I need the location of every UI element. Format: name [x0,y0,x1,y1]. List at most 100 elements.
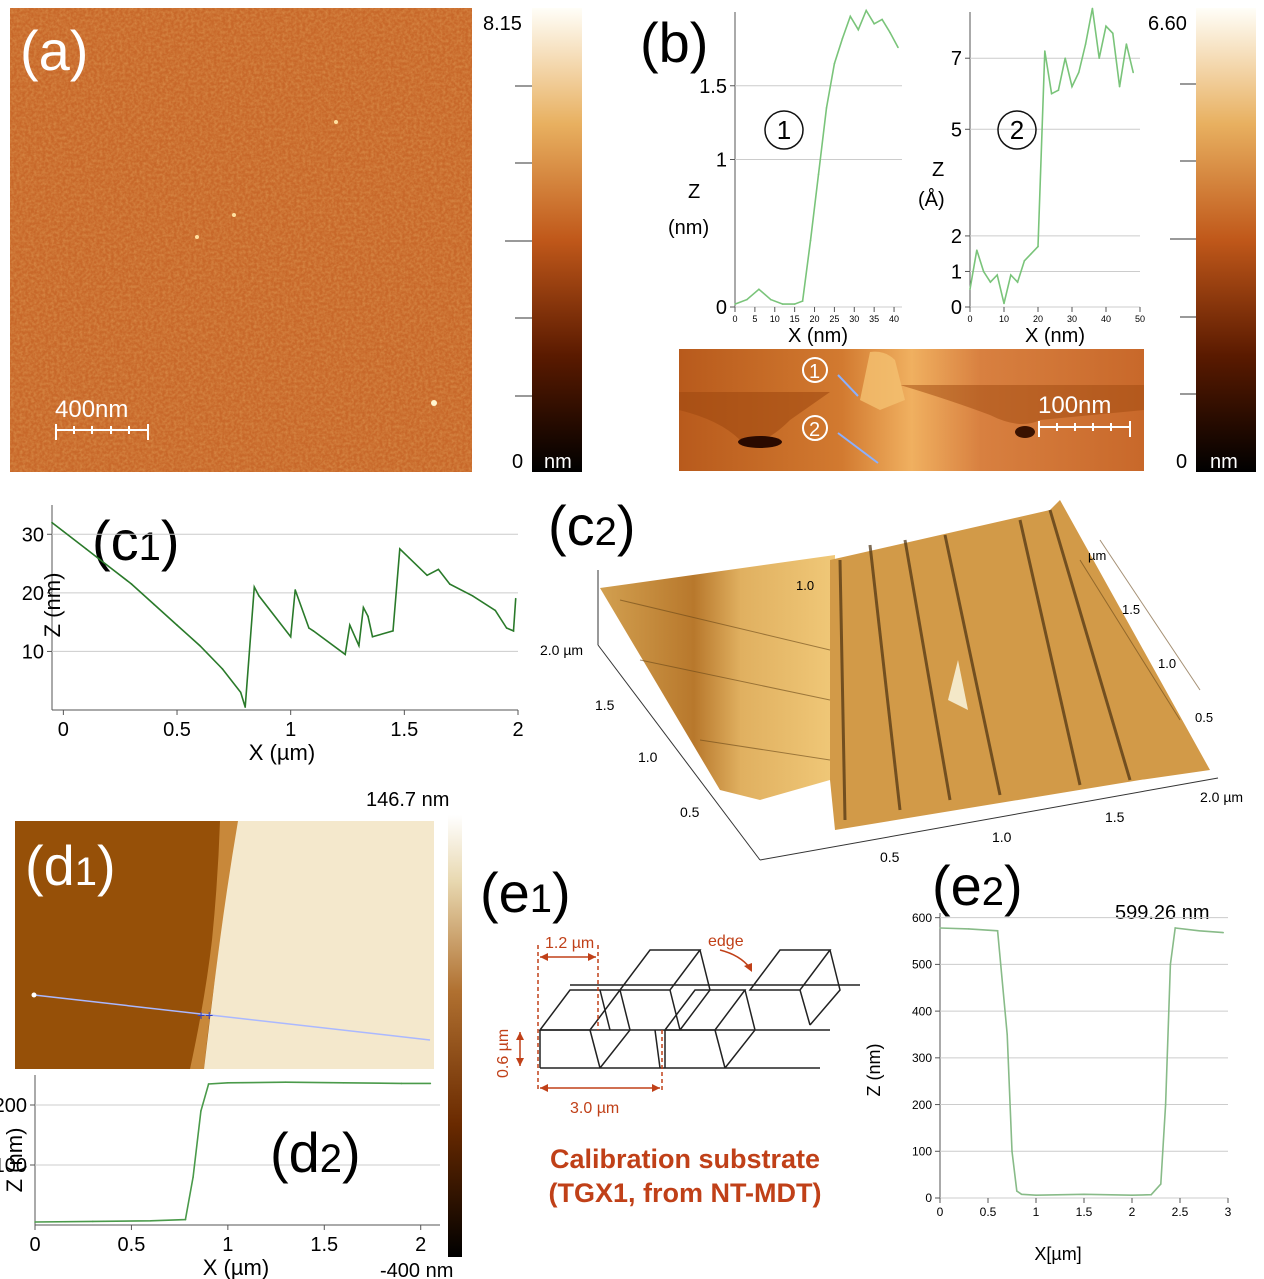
panel-e1: (e1) [480,861,860,1208]
spike [948,660,968,710]
x-tick-label: 0 [29,1234,40,1256]
chart-c1: 10 20 30 0 0.5 1 1.5 2 X (µm) Z (nm) [22,505,524,765]
data-point [1071,85,1073,88]
data-point [198,644,201,647]
x-tick-label: 0 [58,719,69,741]
afm-image-d1-step [190,821,240,1069]
data-point [358,644,360,647]
x-tick-label: 20 [1033,314,1043,324]
colorbar-b [1196,8,1256,472]
data-point [426,574,428,577]
y-tick-label: 1 [951,261,962,283]
data-point [1118,85,1121,88]
c2-y-tick: 0.5 [680,804,700,820]
data-point [825,107,828,109]
y-tick-label: 30 [22,524,44,546]
data-point [758,288,760,291]
data-point [429,1082,432,1085]
x-tick-label: 2 [512,719,523,741]
x-tick-label: 1.5 [1076,1205,1093,1219]
series-line [939,927,1224,1197]
x-tick-label: 15 [790,314,800,324]
data-point [221,668,224,670]
colorbar-unit: nm [1210,451,1238,473]
data-point [85,548,87,550]
data-point [1010,274,1012,276]
scale-bar-label: 400nm [55,396,128,423]
data-point [1057,89,1060,91]
y-tick-label: 500 [912,958,932,972]
data-point [184,1218,187,1221]
data-point [849,15,852,18]
data-point [1078,71,1080,74]
y-axis-label: Z [932,159,944,181]
c2-x-tick: 1.0 [992,829,1012,845]
colorbar-ticks [505,85,532,397]
data-point [348,624,351,626]
grating-diagram [538,949,860,1069]
data-point [1064,57,1066,60]
data-point [342,1082,345,1084]
afm-image-d1-dark [15,821,220,1069]
panel-c1: (c1) 10 20 30 0 0.5 1 1.5 2 X (µm) Z (nm) [22,505,524,765]
colorbar-max: 6.60 [1148,13,1187,35]
y-tick-label: 300 [912,1051,932,1065]
data-point [897,46,899,49]
data-point [449,583,451,585]
data-point [1169,963,1172,966]
colorbar-min: -400 nm [380,1260,453,1279]
x-tick-label: 40 [1101,314,1111,324]
data-point [367,615,369,618]
data-point [809,239,812,242]
data-point [1198,929,1200,932]
panel-label-e1: (e1) [480,861,571,924]
y-axis-label: Z [688,181,700,203]
data-point [1112,32,1114,35]
data-point [1016,1190,1018,1192]
y-tick-label: 200 [0,1095,27,1117]
particle [334,120,338,124]
data-point [1030,252,1032,255]
x-tick-label: 20 [810,314,820,324]
data-point [734,303,736,305]
colorbar-ticks [1170,83,1196,395]
colorbar-a [532,8,582,472]
data-point [857,28,860,31]
colorbar-max: 8.15 [483,13,522,35]
x-tick-label: 1 [285,719,296,741]
data-point [371,635,374,638]
data-point [308,627,310,629]
edge-label: edge [708,933,744,950]
dimension-arrows [516,953,752,1092]
data-point [881,18,883,21]
data-point [1020,1193,1023,1196]
data-point [51,521,53,524]
data-point [833,62,836,65]
x-tick-label: 0 [937,1205,944,1219]
y-tick-label: 1.5 [699,76,727,98]
data-point [801,300,804,302]
surface-3d-flat [600,555,835,800]
data-point [1084,43,1087,45]
panel-c2: (c2) 2.0 µm 1.5 1.0 0.5 0.5 1.0 1.5 2.0 … [540,494,1243,865]
series-line [969,8,1134,304]
profile-marker: 1 [777,115,791,145]
data-point [781,303,784,305]
data-point [1006,1033,1008,1036]
data-point [1164,1103,1167,1106]
x-axis-label: X (µm) [249,740,315,765]
x-axis-label: X (nm) [788,325,848,347]
series-line [734,8,899,305]
step-lines [619,539,1201,761]
data-point [889,31,891,34]
data-point [258,594,260,597]
particle [195,235,199,239]
x-tick-label: 2 [1129,1205,1136,1219]
x-tick-label: 35 [869,314,879,324]
data-point [392,630,394,632]
profile-line-2 [837,432,879,464]
data-point [153,603,156,606]
data-point [1011,1150,1013,1153]
data-point [1003,302,1005,305]
